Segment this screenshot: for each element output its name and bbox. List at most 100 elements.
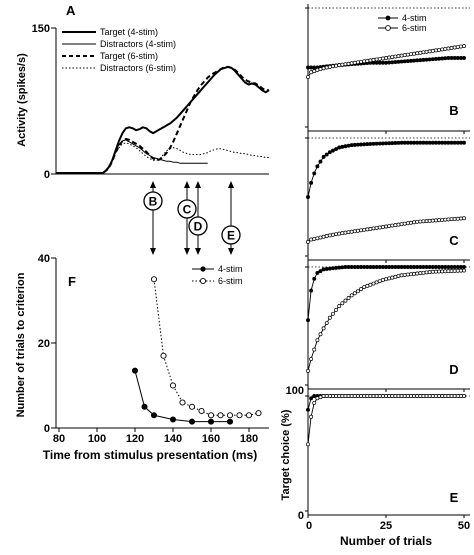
panel-e-series-1-point (306, 407, 310, 412)
panel-b-series-1-point (446, 56, 451, 60)
panel-c-series-1-point (327, 150, 332, 155)
panel-b-series-2-point (412, 51, 417, 56)
panel-c-series-2-point (393, 223, 398, 228)
panel-d-series-2-point (324, 321, 329, 325)
panel-d-series-2-point (393, 274, 398, 279)
panel-c-series-1-point (362, 142, 367, 147)
panel-d-series-2-point (396, 274, 401, 278)
series-f-2-line (153, 279, 259, 416)
panel-d-series-1-point (318, 269, 323, 274)
panel-d-series-2-point (321, 326, 326, 331)
panel-d-series-1-point (340, 265, 345, 270)
panel-e-series-2-line (307, 395, 464, 445)
panel-b-series-2-point (318, 67, 323, 72)
panel-c-series-1-point (387, 141, 392, 146)
panel-c-series-1-point (427, 140, 432, 145)
axis-label-a-y: Activity (spikes/s) (16, 53, 28, 147)
panel-b-series-2-point (334, 63, 339, 68)
panel-d-series-2-point (449, 269, 454, 273)
tick-label-f-160: 160 (202, 433, 220, 445)
panel-b-series-2-point (424, 49, 429, 54)
panel-c-series-1-point (331, 148, 335, 153)
legend-f: 4-stim 6-stim (192, 264, 243, 286)
panel-d-series-1-point (327, 266, 332, 271)
marker-e: E (221, 181, 241, 255)
panel-d-series-2-point (327, 315, 332, 320)
panel-d-series-2-point (421, 270, 426, 275)
series-f-2-point (150, 276, 158, 283)
panel-d-series-2-point (374, 280, 379, 285)
panel-b-series-1-point (374, 60, 379, 65)
panel-c-series-2-point (449, 217, 454, 222)
panel-b-series-2-point (343, 62, 348, 67)
panel-d-series-2-line (307, 270, 465, 371)
panel-c-series-2-point (380, 225, 385, 229)
panel-d-series-2-point (440, 269, 445, 274)
panel-e-series-2-point (415, 394, 420, 398)
panel-c-series-2-point (306, 239, 310, 244)
panel-label-b: B (449, 103, 458, 118)
panel-d-series-2-point (349, 293, 354, 298)
panel-e-series-2-point (446, 394, 451, 398)
panel-b-series-2-point (446, 46, 451, 51)
panel-c-series-2-point (309, 237, 314, 242)
panel-b-series-1-point (402, 59, 407, 64)
panel-b-series-1-point (390, 60, 395, 65)
panel-e-series-2-point (412, 394, 417, 398)
panel-d-series-1-point (427, 265, 432, 269)
panel-d-series-2-point (331, 311, 335, 316)
panel-d-series-1-point (412, 265, 417, 269)
panel-c-series-2-point (337, 231, 342, 236)
panel-e-series-2-point (421, 394, 426, 398)
panel-c-series-2-point (343, 230, 348, 235)
panel-e-series-2-point (424, 394, 429, 398)
panel-b-series-1-point (458, 56, 463, 60)
panel-c-series-1-point (349, 143, 354, 148)
panel-b-series-2-point (312, 69, 317, 74)
panel-d-series-1-point (312, 276, 317, 281)
panel-b-series-2-point (331, 64, 335, 69)
tick-label-f-40: 40 (38, 253, 50, 265)
panel-b-series-2-point (427, 49, 432, 54)
panel-d-series-1-point (443, 265, 448, 269)
panel-e-series-2-point (309, 414, 314, 419)
marker-label-d: D (194, 220, 203, 234)
panel-d-series-2-point (377, 279, 382, 284)
panel-c-series-2-point (374, 225, 379, 230)
panel-b-series-1-point (427, 57, 432, 62)
panel-c-series-2-point (377, 225, 382, 230)
panel-c-series-1-point (324, 152, 329, 157)
panel-d-series-1-point (309, 288, 314, 293)
series-a-4 (56, 142, 269, 174)
panel-d-series-1-point (409, 265, 413, 269)
legend-label-a2: Distractors (4-stim) (100, 39, 176, 49)
panel-d-series-2-point (412, 271, 417, 276)
panel-b-series-1-point (399, 59, 404, 64)
panel-c-series-1-point (421, 140, 426, 145)
series-f-2-point (198, 407, 205, 415)
tick-label-a-150: 150 (32, 23, 50, 35)
panel-e-series-2-point (321, 394, 326, 398)
panel-d-series-1-point (349, 265, 354, 269)
panel-b-series-2-point (433, 48, 438, 53)
panel-c-series-2-point (331, 232, 335, 237)
panel-e-series-2-point (312, 400, 317, 405)
panel-b-series-2-point (384, 56, 388, 60)
legend-b: 4-stim 6-stim (378, 13, 427, 33)
panel-d-series-1-point (371, 265, 376, 269)
panel-d-series-1-point (359, 265, 363, 269)
panel-c-series-2-point (399, 222, 404, 227)
panel-c-series-1-point (443, 140, 448, 145)
panel-e-series-2-point (462, 394, 466, 398)
panel-c-series-2-point (340, 231, 345, 236)
panel-c-series-2-point (405, 221, 410, 226)
panel-e-series-2-point (402, 394, 407, 398)
tick-label-e-0: 0 (298, 510, 304, 522)
panel-d-series-2-point (368, 282, 373, 287)
panel-d-series-2-point (315, 338, 320, 343)
legend-label-f2: 6-stim (218, 276, 243, 286)
right-column: B C D E 4-stim 6-stim 100 0 0 25 50 Numb… (280, 4, 470, 548)
panel-d-series-1-point (387, 265, 392, 269)
panel-c-series-2-point (321, 234, 326, 239)
panel-b-series-2-point (327, 64, 332, 69)
